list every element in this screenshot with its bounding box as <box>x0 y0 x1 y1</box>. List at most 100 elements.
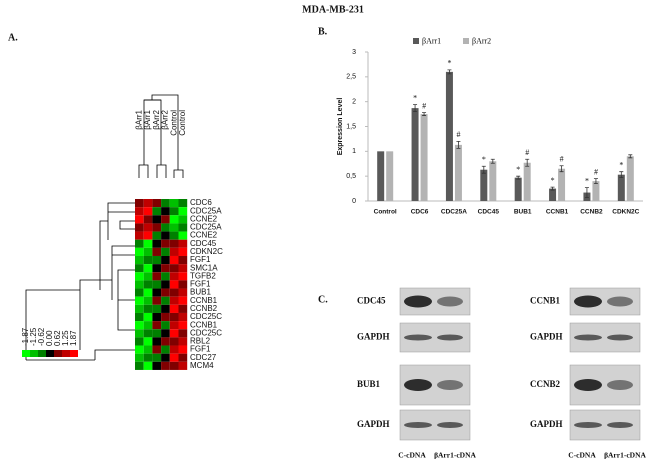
heatmap-cell <box>152 288 162 297</box>
bar <box>411 108 419 201</box>
heatmap-cell <box>178 207 188 216</box>
heatmap-cell <box>152 272 162 281</box>
blot-band <box>404 334 432 341</box>
heatmap-row-label: CCNE2 <box>190 214 218 223</box>
heatmap-cell <box>178 288 188 297</box>
significance-marker: # <box>422 101 426 110</box>
blot-label: GAPDH <box>530 332 563 342</box>
legend-label: βArr2 <box>472 36 491 45</box>
legend-label: βArr1 <box>422 36 441 45</box>
bar <box>514 177 522 201</box>
heatmap-cell <box>143 296 153 305</box>
heatmap-row-label: BUB1 <box>190 288 211 297</box>
heatmap-cell <box>178 264 188 273</box>
error-bar <box>550 186 555 191</box>
heatmap-cell <box>161 312 170 322</box>
blot-band <box>607 334 633 341</box>
heatmap-cell <box>161 264 170 273</box>
y-tick-label: 2,5 <box>346 74 356 81</box>
heatmap-cell <box>152 312 162 322</box>
heatmap-row-label: FGF1 <box>190 255 211 264</box>
heatmap-cell <box>169 361 179 370</box>
heatmap-cell <box>135 337 144 346</box>
heatmap-cell <box>135 199 144 208</box>
heatmap-row-label: FGF1 <box>190 280 211 289</box>
lane-label: C-cDNA <box>398 451 426 460</box>
heatmap-row-label: CDC45 <box>190 239 217 248</box>
heatmap-cell <box>169 288 179 297</box>
heatmap-column-label: βArr2 <box>161 109 170 129</box>
lane-label: βArr1-cDNA <box>434 451 476 460</box>
heatmap-cell <box>161 272 170 281</box>
bar <box>558 168 566 201</box>
heatmap-cell <box>169 337 179 346</box>
heatmap-cell <box>135 215 144 224</box>
y-tick-label: 3 <box>352 49 356 56</box>
x-tick-label: CDC6 <box>411 209 429 216</box>
error-bar <box>516 175 521 180</box>
heatmap-cell <box>169 353 179 362</box>
blot-band <box>437 334 463 341</box>
heatmap-cell <box>178 199 188 208</box>
error-bar <box>584 187 589 198</box>
y-axis-label: Expression Level <box>337 98 344 156</box>
x-tick-label: Control <box>374 209 397 216</box>
heatmap-row-label: CDC25A <box>190 223 222 232</box>
blot-label: CCNB1 <box>530 296 561 306</box>
blot-label: GAPDH <box>357 332 390 342</box>
legend-label: 1.25 <box>61 330 70 346</box>
bar <box>523 162 531 201</box>
y-tick-label: 0 <box>352 198 356 205</box>
heatmap-row-label: MCM4 <box>190 361 214 370</box>
x-tick-label: BUB1 <box>514 209 532 216</box>
heatmap-row-label: CDC27 <box>190 353 217 362</box>
heatmap-cell <box>178 223 188 232</box>
blot-band <box>607 380 633 390</box>
bar <box>377 151 385 201</box>
heatmap-cell <box>178 247 188 256</box>
heatmap-cell <box>143 353 153 362</box>
bar <box>445 71 453 201</box>
heatmap-row-label: CCNB1 <box>190 296 218 305</box>
heatmap-row-label: TGFB2 <box>190 271 216 280</box>
legend-swatch <box>46 350 54 357</box>
heatmap-cell <box>143 215 153 224</box>
heatmap-cell <box>178 255 188 265</box>
heatmap-cell <box>169 264 179 273</box>
heatmap-cell <box>161 345 170 354</box>
heatmap-row-label: CDC25C <box>190 328 222 337</box>
heatmap-row-label: CCNB2 <box>190 304 218 313</box>
blot-band <box>437 380 463 390</box>
heatmap-cell <box>169 345 179 354</box>
heatmap-cell <box>169 312 179 322</box>
heatmap-cell <box>161 304 170 313</box>
blot-band <box>607 296 633 307</box>
heatmap-cell <box>169 329 179 338</box>
significance-marker: * <box>447 59 451 68</box>
heatmap-cell <box>152 207 162 216</box>
error-bar <box>619 171 624 179</box>
error-bar <box>593 178 598 185</box>
legend-label: 1.87 <box>69 330 78 346</box>
significance-marker: # <box>560 155 564 164</box>
heatmap-cell <box>161 207 170 216</box>
heatmap-cell <box>143 345 153 354</box>
heatmap-row-label: FGF1 <box>190 345 211 354</box>
blot-band <box>574 334 602 341</box>
heatmap-cell <box>169 215 179 224</box>
blot-band <box>437 296 463 307</box>
significance-marker: * <box>482 155 486 164</box>
legend-label: -0.62 <box>37 327 46 346</box>
heatmap-cell <box>169 231 179 240</box>
significance-marker: * <box>619 161 623 170</box>
blot-band <box>607 422 633 428</box>
heatmap-cell <box>169 280 179 289</box>
legend-swatch <box>38 350 46 357</box>
heatmap-cell <box>161 329 170 338</box>
significance-marker: * <box>551 176 555 185</box>
heatmap-cell <box>135 288 144 297</box>
legend-swatch <box>30 350 38 357</box>
bar <box>489 161 497 201</box>
legend-swatch <box>22 350 30 357</box>
heatmap-cell <box>135 231 144 240</box>
